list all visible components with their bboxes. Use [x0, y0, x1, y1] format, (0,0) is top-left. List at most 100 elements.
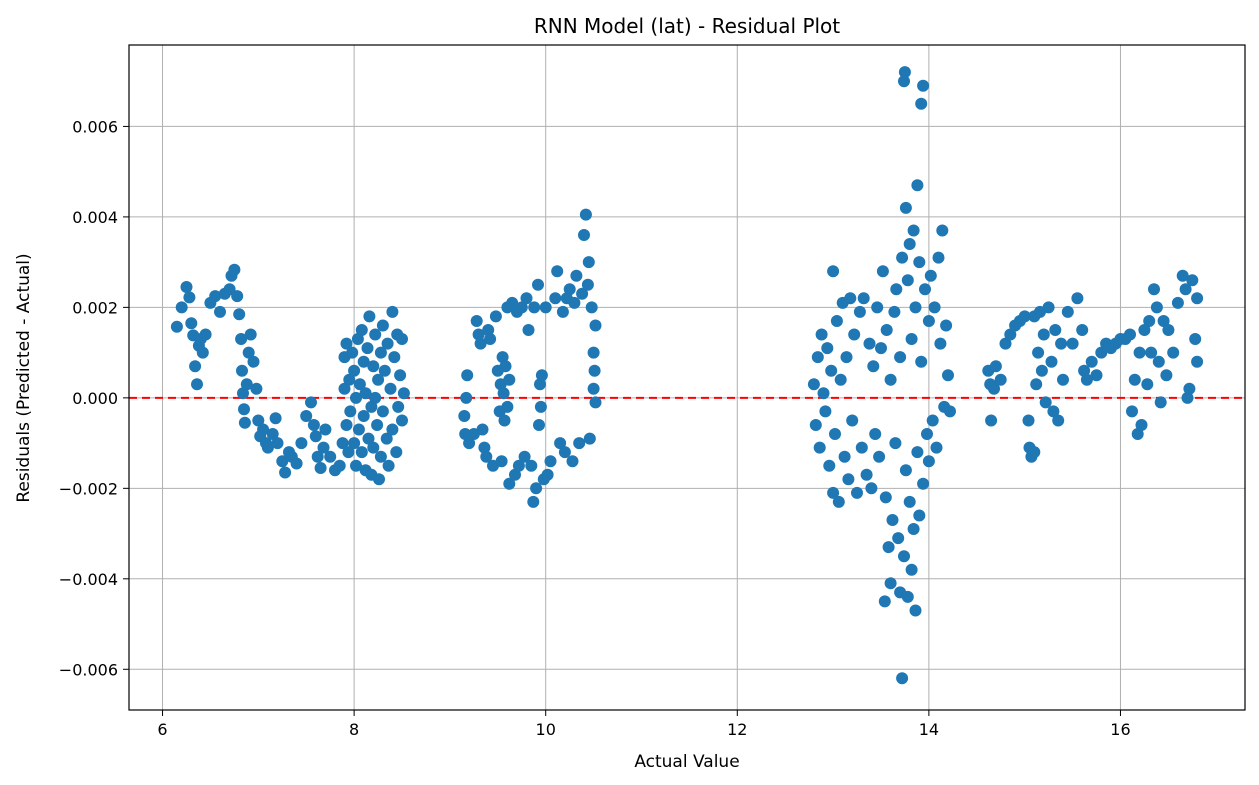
x-tick-label: 12	[727, 720, 747, 739]
data-point	[922, 315, 935, 327]
y-tick-label: 0.002	[72, 298, 118, 317]
data-point	[1128, 373, 1141, 386]
data-point	[922, 455, 935, 468]
data-point	[1183, 382, 1196, 395]
data-point	[566, 455, 579, 468]
data-point	[376, 319, 389, 332]
data-point	[196, 346, 209, 359]
data-point	[240, 378, 253, 391]
data-point	[924, 269, 937, 282]
data-point	[319, 423, 332, 436]
data-point	[199, 328, 212, 341]
data-point	[1076, 324, 1089, 336]
data-point	[461, 369, 474, 382]
data-point	[489, 310, 502, 323]
data-point	[905, 333, 918, 345]
data-point	[374, 450, 387, 463]
data-point	[587, 346, 600, 359]
data-point	[573, 437, 586, 450]
data-point	[1150, 301, 1163, 314]
data-point	[191, 378, 203, 391]
data-point	[340, 337, 353, 350]
data-point	[884, 577, 897, 590]
data-point	[926, 414, 939, 427]
data-point	[386, 423, 399, 436]
data-point	[832, 495, 845, 508]
data-point	[829, 428, 841, 440]
data-point	[478, 441, 491, 454]
data-point	[459, 428, 472, 440]
data-point	[1085, 355, 1098, 368]
data-point	[382, 459, 395, 472]
data-point	[261, 441, 274, 454]
data-point	[378, 364, 391, 377]
data-point	[498, 414, 511, 427]
x-tick-label: 6	[157, 720, 167, 739]
data-point	[807, 378, 820, 391]
data-point	[988, 382, 1000, 395]
data-point	[838, 450, 851, 463]
data-point	[901, 274, 914, 287]
data-point	[570, 269, 583, 282]
y-tick-label: −0.004	[59, 570, 118, 589]
data-point	[472, 328, 485, 341]
data-point	[362, 432, 375, 445]
data-point	[892, 532, 905, 545]
data-point	[544, 455, 557, 468]
data-point	[558, 446, 571, 459]
data-point	[276, 455, 289, 468]
data-point	[474, 337, 487, 350]
data-point	[525, 459, 538, 472]
data-point	[476, 423, 489, 436]
data-point	[515, 301, 528, 314]
data-point	[324, 450, 337, 463]
data-point	[300, 410, 313, 422]
data-point	[875, 342, 887, 355]
data-point	[512, 459, 525, 472]
data-point	[1179, 283, 1192, 296]
data-point	[361, 342, 374, 355]
data-point	[589, 319, 602, 332]
data-point	[237, 387, 249, 400]
y-axis-label: Residuals (Predicted - Actual)	[14, 253, 34, 502]
data-point	[942, 369, 954, 382]
data-point	[1004, 328, 1017, 341]
data-point	[844, 292, 857, 305]
data-point	[1126, 405, 1138, 418]
data-point	[1145, 346, 1158, 359]
data-point	[581, 278, 594, 291]
data-point	[463, 437, 476, 450]
data-point	[588, 364, 601, 377]
data-point	[1160, 369, 1173, 382]
data-point	[913, 256, 926, 269]
data-point	[930, 441, 943, 454]
data-point	[369, 328, 382, 341]
data-point	[1037, 328, 1050, 341]
data-point	[1124, 328, 1136, 341]
data-point	[501, 400, 514, 413]
data-point	[1047, 405, 1060, 418]
data-point	[183, 291, 196, 304]
data-point	[915, 355, 928, 368]
data-point	[499, 360, 512, 373]
data-point	[578, 229, 590, 241]
data-point	[392, 400, 405, 413]
data-point	[279, 466, 292, 479]
y-tick-label: 0.000	[72, 389, 118, 408]
data-point	[568, 296, 581, 309]
data-points	[170, 66, 1204, 685]
y-tick-label: −0.006	[59, 660, 118, 679]
x-tick-label: 14	[919, 720, 939, 739]
data-point	[999, 337, 1012, 350]
data-point	[1176, 269, 1189, 282]
data-point	[890, 283, 903, 296]
data-point	[231, 290, 244, 303]
data-point	[894, 351, 907, 364]
data-point	[527, 495, 540, 508]
data-point	[346, 346, 359, 359]
data-point	[821, 342, 834, 355]
data-point	[314, 462, 327, 474]
data-point	[214, 305, 226, 318]
data-point	[917, 477, 930, 490]
data-point	[541, 468, 554, 481]
